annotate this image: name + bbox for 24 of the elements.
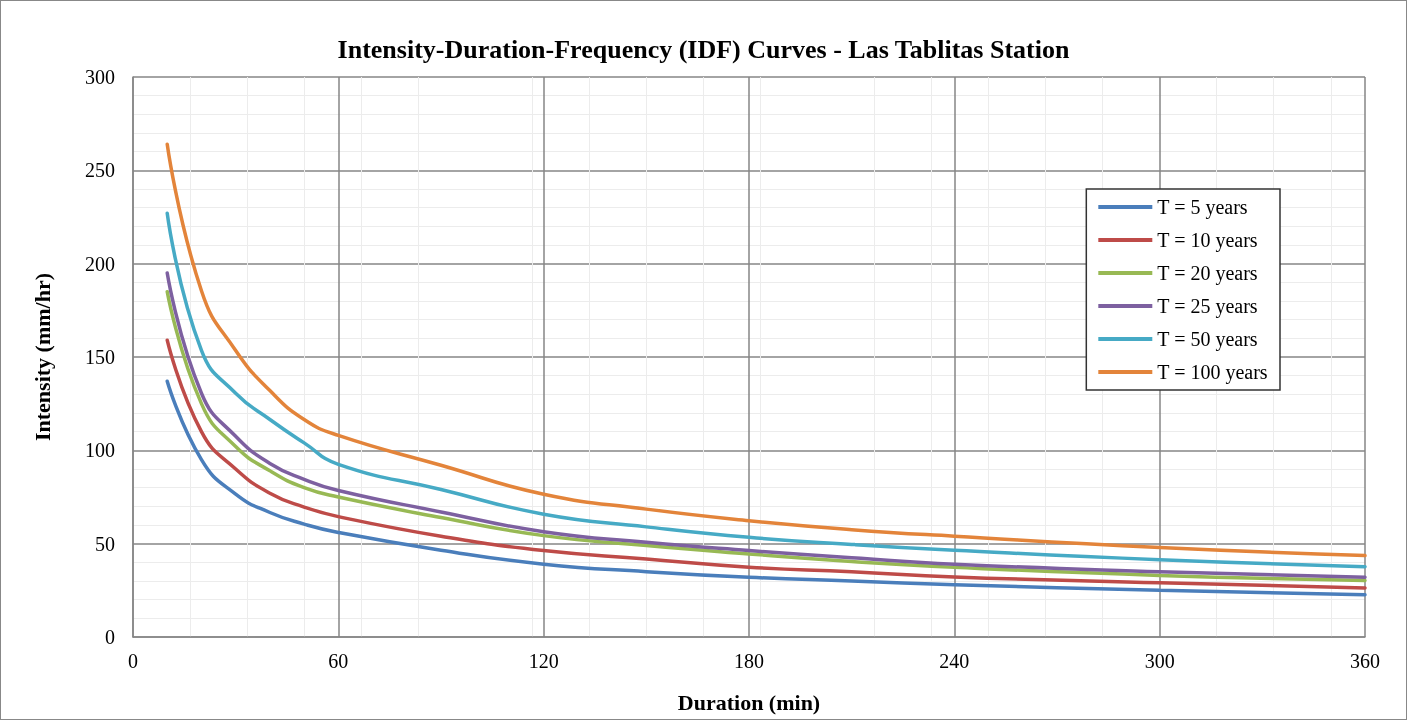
chart-title: Intensity-Duration-Frequency (IDF) Curves - Las Tablitas Station xyxy=(337,34,1070,64)
x-tick-label: 360 xyxy=(1350,650,1380,672)
x-tick-label: 120 xyxy=(528,650,559,672)
legend-label: T = 50 years xyxy=(1157,328,1258,351)
y-tick-label: 250 xyxy=(85,159,115,182)
x-axis-title: Duration (min) xyxy=(677,689,821,715)
x-tick-label: 300 xyxy=(1144,650,1175,672)
legend-label: T = 25 years xyxy=(1157,295,1258,318)
line-series xyxy=(165,142,1367,558)
y-tick-label: 300 xyxy=(85,66,115,88)
x-tick-label: 240 xyxy=(939,650,970,672)
x-tick-label: 60 xyxy=(328,650,349,672)
legend-label: T = 20 years xyxy=(1157,262,1258,285)
legend-label: T = 10 years xyxy=(1157,229,1258,252)
x-tick-label: 180 xyxy=(734,650,764,672)
y-tick-label: 50 xyxy=(95,532,115,555)
y-tick-label: 150 xyxy=(85,346,115,368)
y-tick-label: 200 xyxy=(85,252,115,275)
y-tick-label: 100 xyxy=(85,439,115,462)
x-tick-label: 0 xyxy=(128,650,138,672)
y-axis-title: Intensity (mm/hr) xyxy=(29,272,55,442)
legend-label: T = 5 years xyxy=(1157,196,1248,219)
y-tick-label: 0 xyxy=(105,626,115,648)
legend-label: T = 100 years xyxy=(1157,361,1268,384)
